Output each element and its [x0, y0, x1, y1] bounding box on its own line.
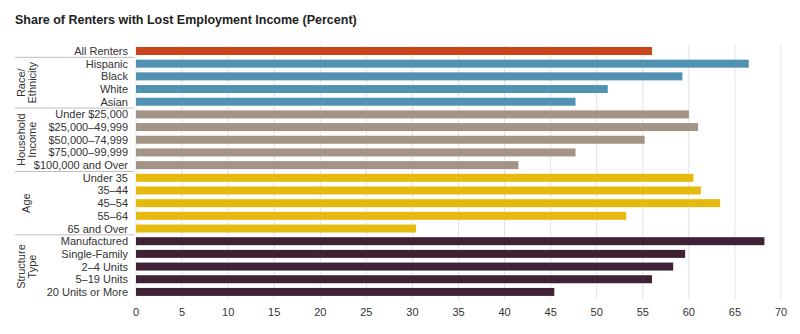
category-label: 45–54 [97, 197, 128, 209]
tick-label: 45 [545, 306, 557, 318]
category-label: 35–44 [97, 184, 128, 196]
grid-line [596, 45, 597, 299]
bar [136, 85, 608, 93]
group-label: Age [20, 193, 32, 213]
category-label: 55–64 [97, 210, 128, 222]
bar [136, 47, 652, 55]
bar [136, 60, 749, 68]
grid-line [228, 45, 229, 299]
category-label: White [100, 83, 128, 95]
bar [136, 136, 645, 144]
category-label: 2–4 Units [82, 261, 129, 273]
category-label: Hispanic [86, 58, 129, 70]
tick-label: 10 [222, 306, 234, 318]
group-label: Race/Ethnicity [15, 61, 38, 103]
grid-line [458, 45, 459, 299]
chart: Share of Renters with Lost Employment In… [0, 0, 800, 334]
category-label: 5–19 Units [75, 273, 128, 285]
tick-label: 55 [637, 306, 649, 318]
bar [136, 199, 720, 207]
group-label: HouseholdIncome [15, 113, 38, 166]
bar [136, 225, 416, 233]
tick-label: 30 [406, 306, 418, 318]
bar [136, 288, 554, 296]
bar [136, 148, 576, 156]
bar [136, 275, 652, 283]
group-label-line: Type [26, 255, 38, 279]
bar [136, 110, 689, 118]
grid-line [182, 45, 183, 299]
bar [136, 123, 698, 131]
tick-label: 15 [268, 306, 280, 318]
bar [136, 263, 673, 271]
tick-label: 40 [498, 306, 510, 318]
tick-label: 70 [775, 306, 787, 318]
tick-label: 65 [729, 306, 741, 318]
tick-label: 0 [133, 306, 139, 318]
tick-label: 25 [360, 306, 372, 318]
category-label: 20 Units or More [47, 286, 128, 298]
grid-line [366, 45, 367, 299]
bars [136, 47, 764, 296]
grid-line [550, 45, 551, 299]
bar [136, 161, 518, 169]
tick-label: 35 [452, 306, 464, 318]
category-label: Manufactured [61, 235, 128, 247]
tick-label: 50 [591, 306, 603, 318]
category-label: $25,000–49,999 [48, 121, 128, 133]
category-label: Single-Family [61, 248, 128, 260]
group-label: StructureType [15, 244, 38, 289]
group-label-line: Income [26, 122, 38, 158]
group-label-line: Age [20, 193, 32, 213]
bar [136, 72, 682, 80]
grid-line [136, 45, 137, 299]
grid-line [642, 45, 643, 299]
title: Share of Renters with Lost Employment In… [15, 13, 357, 27]
bar [136, 212, 626, 220]
grid-line [781, 45, 782, 299]
grid-line [320, 45, 321, 299]
grid-line [504, 45, 505, 299]
bar [136, 237, 764, 245]
group-separator [15, 108, 134, 109]
category-label: Under $25,000 [55, 108, 128, 120]
tick-label: 20 [314, 306, 326, 318]
bar [136, 98, 576, 106]
group-separator [15, 171, 134, 172]
category-label: Black [101, 70, 128, 82]
category-label: $50,000–74,999 [48, 134, 128, 146]
tick-label: 60 [683, 306, 695, 318]
grid-line [274, 45, 275, 299]
group-separator [15, 234, 134, 235]
category-label: All Renters [74, 45, 128, 57]
tick-label: 5 [179, 306, 185, 318]
bar [136, 250, 685, 258]
category-label: $75,000–99,999 [48, 146, 128, 158]
group-label-line: Ethnicity [26, 61, 38, 103]
group-separator [15, 57, 134, 58]
grid-line [734, 45, 735, 299]
bar [136, 174, 693, 182]
category-label: Under 35 [83, 172, 128, 184]
category-label: $100,000 and Over [34, 159, 129, 171]
grid-line [688, 45, 689, 299]
category-label: Asian [100, 96, 128, 108]
category-label: 65 and Over [67, 223, 128, 235]
bar [136, 186, 701, 194]
grid-line [412, 45, 413, 299]
